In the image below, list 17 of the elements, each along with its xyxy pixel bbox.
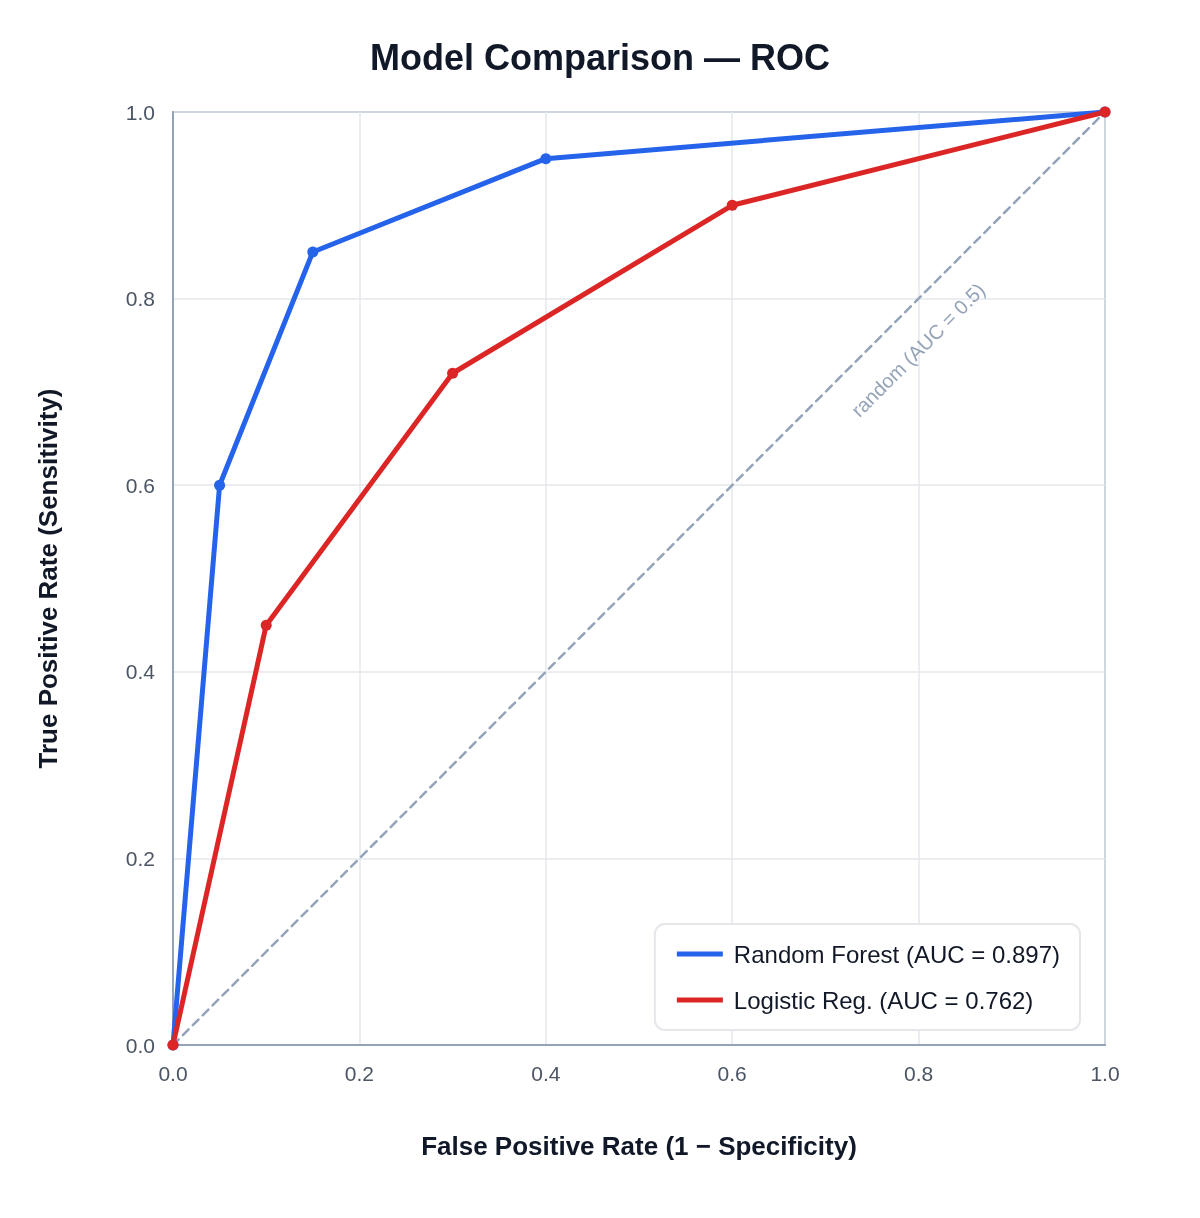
y-tick-label: 0.6: [125, 473, 155, 497]
x-tick-label: 0.4: [531, 1062, 561, 1085]
x-tick-label: 0.2: [344, 1062, 374, 1085]
x-tick-label: 1.0: [1090, 1062, 1120, 1085]
y-tick-label: 0.4: [125, 660, 156, 684]
chart-title: Model Comparison — ROC: [369, 36, 831, 78]
x-tick-label: 0.0: [158, 1062, 188, 1085]
x-axis-title: False Positive Rate (1 − Specificity): [421, 1131, 857, 1161]
y-tick-label: 0.2: [125, 846, 155, 870]
y-tick-label: 1.0: [125, 100, 155, 124]
x-tick-label: 0.6: [717, 1062, 747, 1085]
x-tick-label: 0.8: [904, 1062, 934, 1085]
legend-label: Logistic Reg. (AUC = 0.762): [733, 986, 1034, 1014]
y-tick-label: 0.8: [125, 287, 155, 311]
y-tick-label: 0.0: [125, 1033, 155, 1057]
y-axis-title: True Positive Rate (Sensitivity): [33, 388, 63, 769]
legend-label: Random Forest (AUC = 0.897): [733, 940, 1061, 968]
